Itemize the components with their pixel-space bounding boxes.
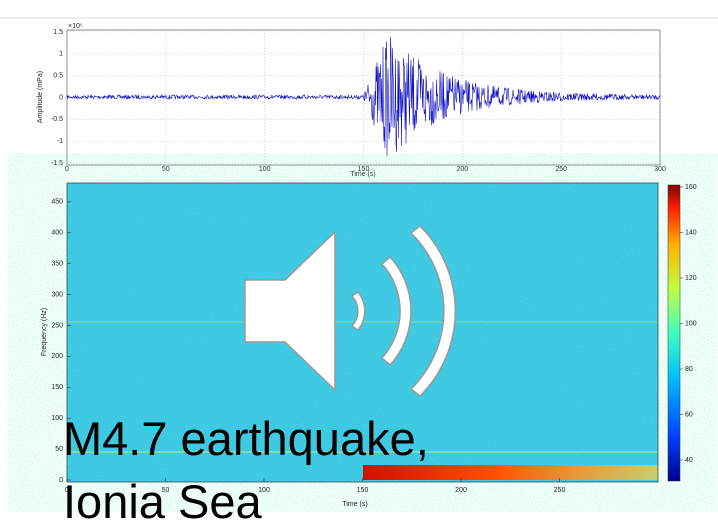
y-tick-label: 300: [51, 291, 63, 298]
colorbar-label: 40: [685, 457, 693, 464]
x-tick-label: 150: [357, 487, 369, 494]
slide: ×10⁵ Time (s) Amplitude (mPa) 1.5 1 0.5 0 -0…: [0, 0, 718, 520]
y-tick-label: 450: [51, 199, 63, 206]
y-tick-label: 0.5: [53, 73, 63, 80]
x-tick-label: 200: [455, 487, 467, 494]
waveform-plot: ×10⁵ Time (s) Amplitude (mPa) 1.510.50-0…: [37, 23, 666, 178]
colorbar-label: 140: [685, 229, 697, 236]
y-tick-label: 250: [51, 322, 63, 329]
y-tick-label: 50: [55, 446, 63, 453]
x-tick-label: 300: [654, 166, 666, 173]
y-tick-label: -0.5: [51, 116, 63, 123]
x-tick-label: 150: [358, 166, 370, 173]
y-tick-label: -1: [57, 138, 63, 145]
colorbar-label: 80: [685, 366, 693, 373]
x-tick-label: 0: [65, 166, 69, 173]
y-tick-label: 350: [51, 261, 63, 268]
colorbar-label: 160: [685, 184, 697, 191]
caption-line: M4.7 earthquake,: [63, 412, 429, 465]
colorbar-label: 60: [685, 411, 693, 418]
y-label: Amplitude (mPa): [37, 71, 44, 123]
y-tick-label: 200: [51, 353, 63, 360]
colorbar: [668, 185, 680, 481]
x-tick-label: 100: [259, 166, 271, 173]
y-tick-label: 0: [59, 94, 63, 101]
quake-energy: [363, 465, 658, 480]
y-tick-label: 1: [59, 51, 63, 58]
caption-line: Ionia Sea: [63, 475, 262, 520]
y-tick-label: 400: [51, 230, 63, 237]
x-tick-label: 50: [162, 166, 170, 173]
colorbar-label: 100: [685, 320, 697, 327]
x-tick-label: 250: [555, 166, 567, 173]
y-tick-label: -1.5: [51, 160, 63, 167]
y-tick-label: 1.5: [53, 29, 63, 36]
y-tick-label: 150: [51, 384, 63, 391]
x-label: Time (s): [342, 501, 367, 508]
x-tick-label: 250: [554, 487, 566, 494]
x-tick-label: 200: [456, 166, 468, 173]
y-tick-label: 100: [51, 415, 63, 422]
colorbar-label: 120: [685, 275, 697, 282]
exponent: ×10⁵: [68, 23, 83, 30]
y-label: Frequency (Hz): [41, 308, 48, 356]
